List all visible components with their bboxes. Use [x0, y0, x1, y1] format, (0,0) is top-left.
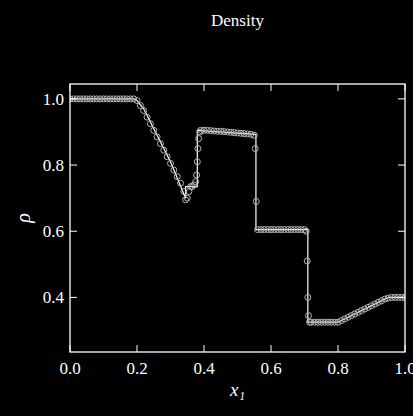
x-tick [137, 345, 138, 352]
data-point [302, 227, 308, 233]
data-point [161, 147, 167, 153]
y-tick-label: 0.6 [43, 222, 64, 241]
y-tick [70, 231, 77, 232]
title: Density [211, 11, 264, 30]
x-axis-label: x₁ [229, 379, 245, 400]
frame [70, 84, 405, 352]
y-tick-right [398, 165, 405, 166]
data-point [194, 159, 200, 165]
y-tick-right [398, 231, 405, 232]
data-point [164, 154, 170, 160]
x-tick-label: 0.0 [59, 359, 80, 378]
chart: Density 0.0 0.2 0.4 0.6 0.8 1.0 0.4 0.6 0.8 1.0 x₁ ρ [0, 0, 413, 416]
y-tick [70, 165, 77, 166]
y-tick-label: 0.8 [43, 156, 64, 175]
data-point [168, 160, 174, 166]
data-point [306, 313, 312, 319]
x-tick-top [137, 84, 138, 91]
data-point [193, 179, 199, 185]
data-point [171, 167, 177, 173]
x-tick [271, 345, 272, 352]
data-point [174, 174, 180, 180]
data-point [304, 258, 310, 264]
data-point [144, 114, 150, 120]
x-tick-top [405, 84, 406, 91]
x-tick [204, 345, 205, 352]
data-point [178, 180, 184, 186]
y-tick-right [398, 98, 405, 99]
x-tick-top [271, 84, 272, 91]
data-point [147, 121, 153, 127]
x-tick-top [204, 84, 205, 91]
plot-area [70, 96, 405, 325]
y-tick-label: 1.0 [43, 90, 64, 109]
data-point [251, 132, 257, 138]
x-tick [338, 345, 339, 352]
data-point [305, 294, 311, 300]
x-tick-label: 0.6 [260, 359, 281, 378]
x-tick-label: 1.0 [394, 359, 413, 378]
data-point [399, 294, 405, 300]
data-point [196, 136, 202, 142]
data-point [253, 198, 259, 204]
x-tick-top [338, 84, 339, 91]
y-axis-label: ρ [12, 213, 35, 224]
x-tick-top [70, 84, 71, 91]
data-point [141, 107, 147, 113]
background [0, 0, 413, 416]
y-tick-label: 0.4 [43, 288, 65, 307]
data-point [157, 141, 163, 147]
data-point [154, 134, 160, 140]
y-tick [70, 98, 77, 99]
exact-line [70, 99, 405, 322]
data-point [151, 127, 157, 133]
data-point [183, 197, 189, 203]
data-point [195, 146, 201, 152]
y-tick [70, 297, 77, 298]
data-point [194, 172, 200, 178]
x-tick [405, 345, 406, 352]
x-tick-label: 0.8 [327, 359, 348, 378]
x-tick [70, 345, 71, 352]
data-point [184, 195, 190, 201]
y-tick-right [398, 297, 405, 298]
x-tick-label: 0.2 [126, 359, 147, 378]
data-point [70, 96, 76, 102]
x-tick-label: 0.4 [193, 359, 215, 378]
data-point [252, 146, 258, 152]
data-point [303, 228, 309, 234]
